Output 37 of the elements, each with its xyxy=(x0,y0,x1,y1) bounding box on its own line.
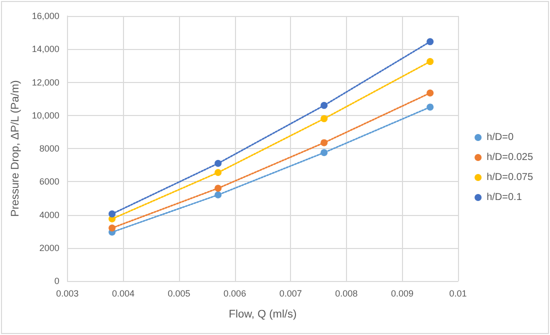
x-tick-label: 0.008 xyxy=(335,288,358,298)
x-tick-label: 0.004 xyxy=(112,288,134,298)
x-tick-label: 0.006 xyxy=(224,288,246,298)
legend-label: h/D=0 xyxy=(486,132,514,143)
y-tick-label: 4000 xyxy=(39,210,60,220)
y-tick-label: 8000 xyxy=(39,144,60,154)
y-tick-label: 0 xyxy=(54,276,60,286)
y-tick-label: 10,000 xyxy=(32,110,60,120)
point xyxy=(426,104,434,111)
point xyxy=(320,139,328,146)
y-tick-label: 16,000 xyxy=(32,11,60,21)
legend-label: h/D=0.025 xyxy=(486,152,534,163)
point xyxy=(108,210,116,218)
point xyxy=(426,38,434,46)
legend-label: h/D=0.1 xyxy=(486,192,522,203)
y-tick-label: 6000 xyxy=(39,176,60,187)
x-tick-label: 0.01 xyxy=(449,288,467,298)
point xyxy=(214,191,222,198)
point xyxy=(426,58,434,66)
y-axis-title: Pressure Drop, ΔP/L (Pa/m) xyxy=(10,80,22,217)
y-tick-label: 14,000 xyxy=(32,44,60,54)
x-tick-label: 0.009 xyxy=(390,288,414,298)
point xyxy=(214,184,222,192)
legend-label: h/D=0.075 xyxy=(486,172,534,183)
y-tick-label: 12,000 xyxy=(32,77,60,88)
point xyxy=(426,90,434,97)
point xyxy=(108,224,116,232)
point xyxy=(214,160,222,167)
y-tick-label: 2000 xyxy=(39,242,60,253)
point xyxy=(214,169,222,176)
point xyxy=(320,149,328,156)
x-tick-label: 0.005 xyxy=(168,288,190,298)
x-tick-label: 0.003 xyxy=(56,288,79,298)
point xyxy=(320,102,328,109)
x-tick-label: 0.007 xyxy=(279,288,302,298)
point xyxy=(320,115,328,122)
x-axis-title: Flow, Q (ml/s) xyxy=(228,308,297,320)
